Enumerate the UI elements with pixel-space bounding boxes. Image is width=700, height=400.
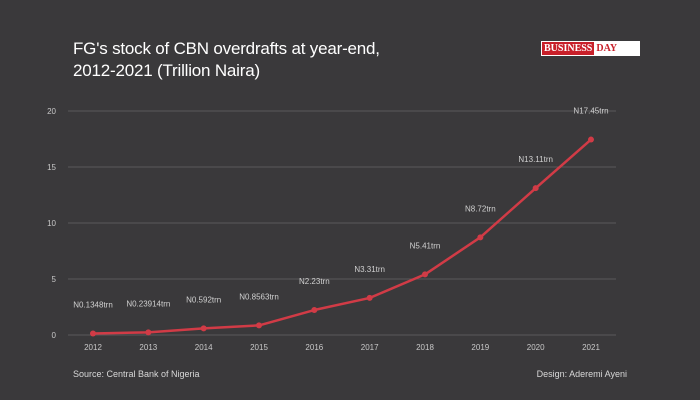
series-line — [92, 138, 592, 335]
y-tick-label: 5 — [52, 275, 57, 284]
data-label: N5.41trn — [410, 241, 441, 250]
data-point — [256, 322, 262, 329]
x-tick-label: 2019 — [471, 343, 489, 352]
data-label: N17.45trn — [573, 107, 608, 116]
data-label: N0.8563trn — [239, 292, 279, 301]
data-label: N2.23trn — [299, 277, 330, 286]
data-point — [200, 325, 207, 332]
data-point — [90, 330, 96, 337]
data-point — [311, 307, 318, 314]
chart-title: FG's stock of CBN overdrafts at year-end… — [73, 38, 453, 82]
y-tick-label: 15 — [47, 163, 56, 172]
businessday-logo: BUSINESS DAY — [541, 41, 640, 56]
title-line-1: FG's stock of CBN overdrafts at year-end… — [73, 39, 380, 58]
data-label: N8.72trn — [465, 204, 496, 213]
data-point — [477, 234, 484, 241]
data-label: N0.592trn — [186, 295, 221, 304]
data-label: N0.1348trn — [73, 300, 113, 309]
logo-text-day: DAY — [594, 42, 620, 55]
data-point — [422, 271, 428, 278]
x-tick-label: 2012 — [84, 343, 102, 352]
x-tick-label: 2017 — [361, 343, 379, 352]
data-point — [588, 136, 594, 143]
x-tick-label: 2016 — [305, 343, 323, 352]
x-tick-label: 2015 — [250, 343, 268, 352]
x-tick-label: 2020 — [527, 343, 545, 352]
data-point — [366, 294, 373, 301]
data-label: N3.31trn — [354, 265, 385, 274]
design-credit: Design: Aderemi Ayeni — [536, 369, 627, 379]
data-label: N0.23914trn — [126, 299, 170, 308]
y-tick-label: 0 — [52, 331, 57, 340]
x-tick-label: 2014 — [195, 343, 213, 352]
data-point — [532, 185, 539, 192]
data-point — [145, 329, 152, 336]
source-note: Source: Central Bank of Nigeria — [73, 369, 200, 379]
x-tick-label: 2013 — [139, 343, 157, 352]
data-label: N13.11trn — [518, 155, 553, 164]
logo-text-business: BUSINESS — [542, 42, 595, 55]
x-tick-label: 2021 — [582, 343, 600, 352]
x-tick-label: 2018 — [416, 343, 434, 352]
y-tick-label: 20 — [47, 107, 56, 116]
y-tick-label: 10 — [47, 219, 56, 228]
title-line-2: 2012-2021 (Trillion Naira) — [73, 61, 260, 80]
